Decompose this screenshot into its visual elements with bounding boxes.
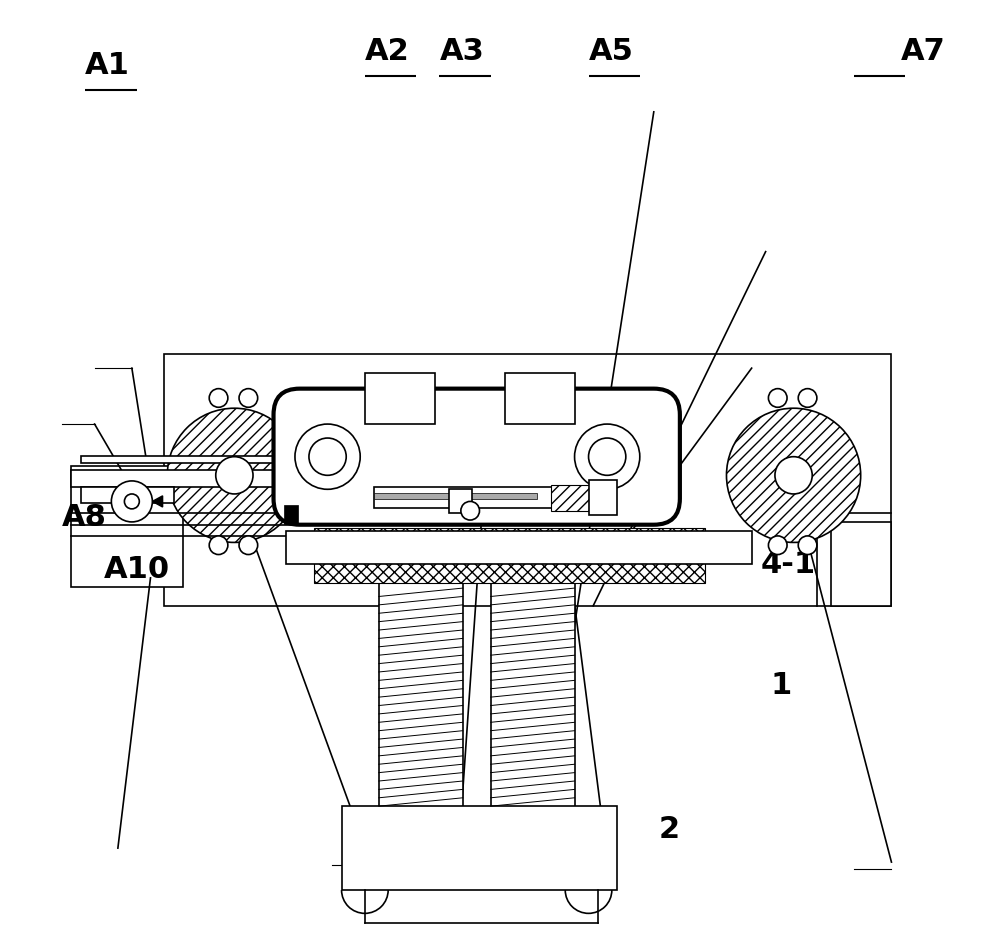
Text: A10: A10 (104, 555, 170, 583)
Circle shape (111, 481, 152, 522)
Circle shape (768, 536, 787, 555)
Circle shape (216, 457, 253, 494)
Circle shape (589, 438, 626, 475)
Circle shape (575, 424, 640, 489)
Bar (374, 487, 579, 508)
Text: 4-1: 4-1 (761, 550, 816, 579)
FancyBboxPatch shape (274, 389, 680, 525)
Bar (286, 531, 752, 564)
Text: A5: A5 (589, 37, 633, 66)
Circle shape (309, 438, 346, 475)
Text: A1: A1 (85, 51, 130, 80)
Text: A2: A2 (365, 37, 410, 66)
Text: A3: A3 (439, 37, 484, 66)
Bar (164, 354, 891, 606)
Circle shape (461, 501, 479, 520)
Circle shape (124, 494, 139, 509)
Circle shape (798, 389, 817, 407)
Bar (314, 528, 705, 582)
Circle shape (798, 536, 817, 555)
Polygon shape (152, 496, 163, 507)
Circle shape (239, 389, 258, 407)
Circle shape (167, 408, 301, 542)
Bar (81, 487, 174, 503)
Bar (374, 493, 537, 499)
Text: A7: A7 (901, 37, 946, 66)
Bar (449, 489, 472, 513)
Bar (284, 505, 298, 524)
Bar (491, 573, 575, 811)
Bar (831, 522, 891, 606)
Bar (365, 373, 435, 424)
Bar (71, 466, 183, 587)
Circle shape (295, 424, 360, 489)
Circle shape (768, 389, 787, 407)
Circle shape (239, 536, 258, 555)
Circle shape (209, 536, 228, 555)
Bar (505, 373, 575, 424)
Text: A8: A8 (62, 503, 107, 532)
Text: 2: 2 (658, 816, 680, 844)
Circle shape (209, 389, 228, 407)
Bar (81, 456, 314, 463)
Text: 1: 1 (770, 671, 792, 700)
Bar (379, 573, 463, 811)
Bar (71, 470, 318, 487)
Bar (342, 806, 616, 890)
Bar (551, 485, 589, 511)
Circle shape (726, 408, 861, 542)
Bar (589, 480, 616, 515)
Circle shape (775, 457, 812, 494)
